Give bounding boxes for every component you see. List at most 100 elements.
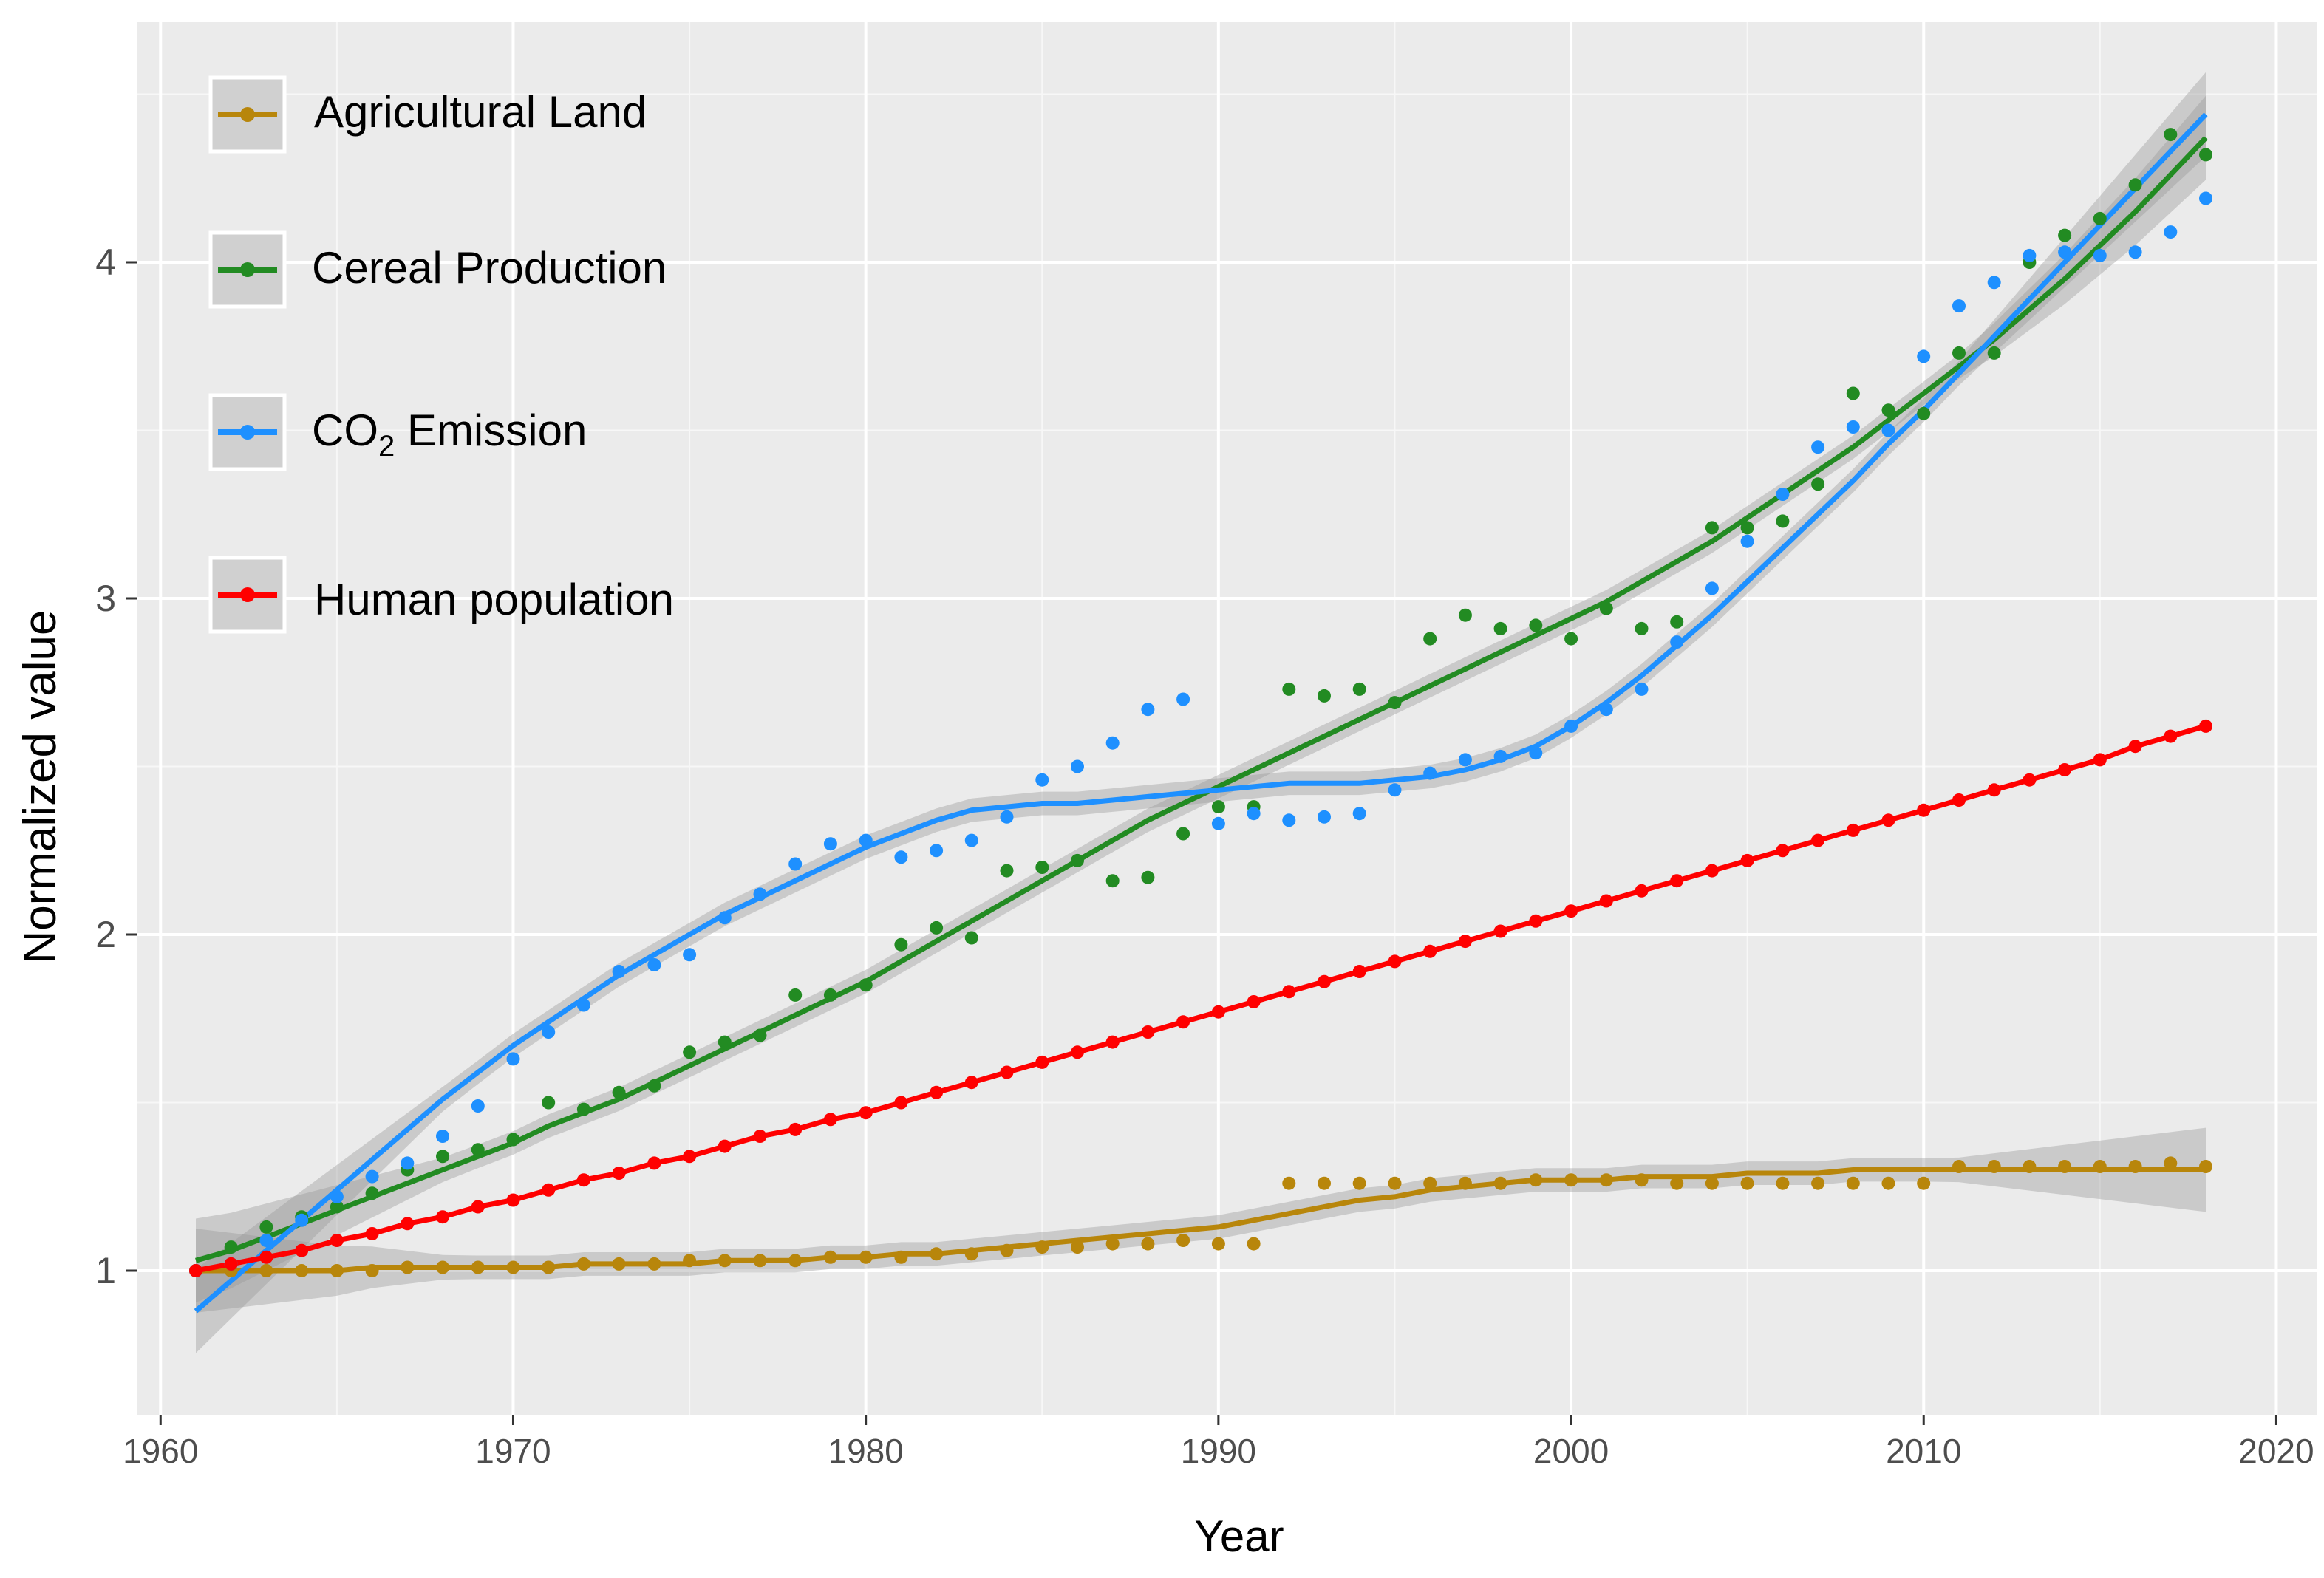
legend-item-agricultural-land: Agricultural Land [208,75,647,154]
data-point-agricultural-land [1670,1176,1684,1190]
data-point-agricultural-land [1035,1240,1049,1254]
data-point-cereal-production [1776,514,1790,528]
data-point-co-emission [2128,245,2142,259]
data-point-human-population [1811,833,1825,847]
data-point-human-population [2128,740,2142,754]
legend-item-human-population: Human population [208,556,674,634]
data-point-agricultural-land [753,1254,767,1268]
x-tick-label: 1970 [475,1432,551,1470]
legend-point-cereal-production [240,262,255,277]
data-point-agricultural-land [1635,1173,1649,1187]
data-point-cereal-production [1071,853,1084,867]
data-point-cereal-production [930,920,944,935]
data-point-human-population [259,1250,273,1264]
data-point-agricultural-land [1423,1176,1437,1190]
data-point-cereal-production [1105,874,1120,888]
data-point-co-emission [330,1189,344,1203]
data-point-co-emission [295,1213,309,1227]
data-point-co-emission [1670,635,1684,649]
data-point-human-population [1599,894,1613,908]
data-point-cereal-production [1670,615,1684,629]
data-point-co-emission [1635,682,1649,696]
data-point-agricultural-land [2199,1160,2212,1173]
data-point-human-population [1211,1005,1225,1019]
data-point-human-population [718,1139,732,1153]
co2-prefix: CO [312,406,378,455]
data-point-cereal-production [647,1079,661,1093]
data-point-cereal-production [823,988,837,1002]
data-point-cereal-production [1635,621,1649,635]
data-point-cereal-production [788,988,803,1002]
data-point-agricultural-land [647,1257,661,1271]
data-point-agricultural-land [1000,1243,1014,1257]
data-point-agricultural-land [1247,1237,1261,1251]
data-point-cereal-production [1529,618,1543,632]
x-tick-label: 1990 [1181,1432,1256,1470]
data-point-human-population [964,1076,978,1090]
data-point-co-emission [1071,759,1084,773]
data-point-co-emission [612,965,626,978]
data-point-agricultural-land [859,1250,873,1264]
data-point-cereal-production [1564,632,1578,646]
data-point-co-emission [1141,703,1155,717]
data-point-co-emission [2199,191,2212,205]
data-point-agricultural-land [1740,1176,1754,1190]
data-point-human-population [1105,1035,1120,1049]
data-point-agricultural-land [718,1254,732,1268]
data-point-human-population [471,1200,485,1214]
data-point-cereal-production [471,1143,485,1157]
data-point-human-population [1670,874,1684,888]
data-point-human-population [1635,884,1649,898]
data-point-cereal-production [1388,696,1402,710]
data-point-human-population [506,1193,520,1207]
data-point-human-population [1318,974,1331,988]
legend-label-human-population: Human population [314,575,674,624]
data-point-agricultural-land [1846,1176,1860,1190]
data-point-co-emission [1564,719,1578,733]
data-point-agricultural-land [1705,1176,1719,1190]
data-point-cereal-production [612,1085,626,1099]
series-line-co-emission [194,112,2208,1314]
data-point-co-emission [930,844,944,858]
data-point-co-emission [1811,440,1825,454]
x-tick-label: 1960 [123,1432,198,1470]
data-point-cereal-production [2199,148,2212,162]
data-point-cereal-production [1352,682,1366,696]
data-point-cereal-production [1740,521,1754,535]
data-point-agricultural-land [1917,1176,1931,1190]
y-tick-label: 2 [95,914,116,955]
y-tick-label: 4 [95,242,116,283]
data-point-cereal-production [1987,346,2001,360]
data-point-agricultural-land [1176,1234,1190,1247]
data-point-co-emission [2093,248,2107,262]
data-point-human-population [612,1167,626,1180]
legend-item-cereal-production: Cereal Production [208,230,667,309]
legend-label-cereal-production: Cereal Production [312,243,667,293]
data-point-co-emission [1388,783,1402,797]
data-point-cereal-production [1458,608,1472,622]
data-point-cereal-production [1881,403,1895,417]
data-point-human-population [1423,944,1437,958]
plot-panel [137,22,2317,1415]
data-point-human-population [330,1234,344,1247]
x-axis: 1960 1970 1980 1990 2000 2010 2020 [123,1415,2314,1470]
data-point-co-emission [2023,248,2037,262]
data-point-co-emission [964,833,978,847]
data-point-agricultural-land [259,1264,273,1277]
data-point-cereal-production [2058,228,2072,242]
data-point-human-population [1564,904,1578,918]
data-point-co-emission [1282,813,1296,827]
data-point-co-emission [1318,810,1331,824]
data-point-human-population [1071,1045,1084,1059]
data-point-human-population [542,1183,556,1197]
data-point-cereal-production [1846,386,1860,400]
data-point-agricultural-land [1952,1160,1966,1173]
data-point-agricultural-land [930,1247,944,1261]
data-point-cereal-production [2164,128,2178,142]
data-point-co-emission [259,1234,273,1247]
data-point-cereal-production [1705,521,1719,535]
data-point-agricultural-land [471,1260,485,1274]
data-point-co-emission [506,1052,520,1066]
data-point-agricultural-land [894,1250,908,1264]
data-point-human-population [1141,1025,1155,1039]
